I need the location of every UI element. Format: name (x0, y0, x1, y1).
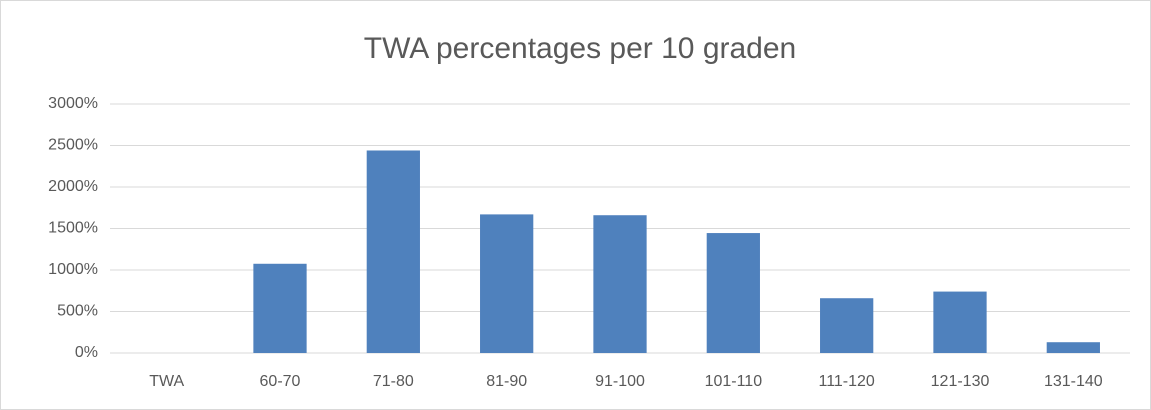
x-tick-label: 131-140 (1044, 373, 1103, 390)
bar (820, 298, 874, 353)
y-tick-label: 1500% (48, 220, 98, 237)
chart-title: TWA percentages per 10 graden (364, 32, 796, 65)
x-tick-label: 121-130 (931, 373, 990, 390)
y-tick-label: 1000% (48, 261, 98, 278)
x-tick-label: 60-70 (260, 373, 301, 390)
bar (1046, 342, 1100, 353)
bar (933, 291, 987, 353)
bar (706, 233, 760, 353)
x-tick-label: 101-110 (705, 373, 763, 390)
y-tick-label: 2000% (48, 178, 98, 195)
x-tick-label: 81-90 (486, 373, 527, 390)
x-tick-label: 91-100 (595, 373, 645, 390)
y-tick-label: 500% (57, 303, 98, 320)
x-tick-label: 71-80 (373, 373, 414, 390)
bar (480, 214, 534, 353)
x-tick-label: 111-120 (818, 373, 874, 390)
bar (593, 215, 647, 353)
y-tick-label: 0% (75, 344, 98, 361)
x-tick-label: TWA (149, 373, 184, 390)
y-tick-label: 3000% (48, 95, 98, 112)
bar (366, 150, 420, 353)
bar (253, 263, 307, 353)
y-tick-label: 2500% (48, 137, 98, 154)
